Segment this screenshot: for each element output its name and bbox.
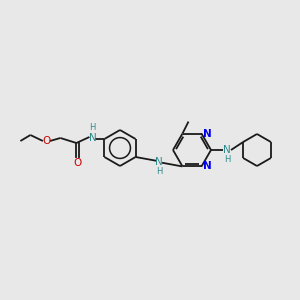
Text: O: O — [73, 158, 82, 168]
Text: N: N — [155, 157, 163, 167]
Text: N: N — [88, 133, 96, 143]
Text: O: O — [42, 136, 50, 146]
Text: N: N — [223, 145, 231, 155]
Text: N: N — [203, 128, 212, 139]
Text: N: N — [203, 161, 212, 172]
Text: H: H — [89, 124, 96, 133]
Text: H: H — [156, 167, 162, 176]
Text: H: H — [224, 155, 230, 164]
